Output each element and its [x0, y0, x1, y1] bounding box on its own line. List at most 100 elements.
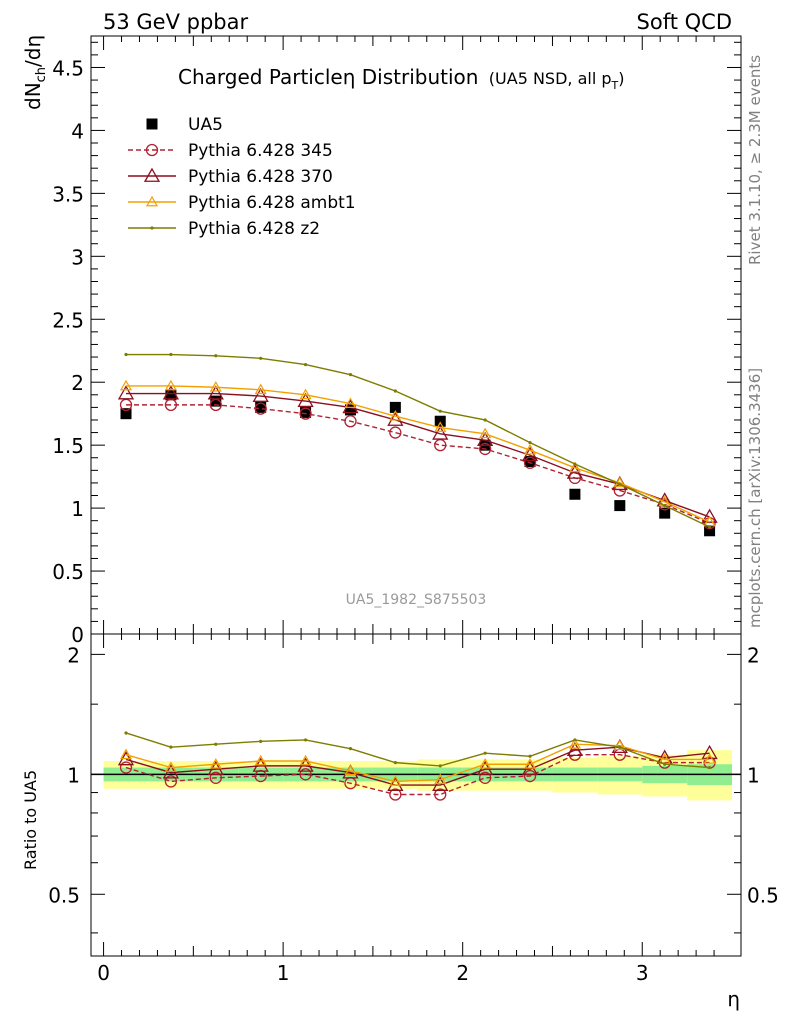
- series-line: [126, 353, 710, 528]
- data-point: [477, 431, 494, 447]
- ratio-series-line: [125, 732, 710, 769]
- data-point: [389, 409, 402, 421]
- legend-marker: [145, 195, 159, 207]
- ratio-data-point: [389, 775, 402, 786]
- ratio-data-point: [483, 751, 487, 755]
- data-point: [300, 406, 312, 418]
- analysis-id-watermark: UA5_1982_S875503: [346, 592, 487, 608]
- legend-marker: [145, 143, 159, 157]
- data-point: [389, 426, 402, 439]
- ratio-y-tick-label: 0.5: [48, 883, 80, 907]
- chart-title: Charged Particleη Distribution (UA5 NSD,…: [178, 65, 625, 92]
- data-point: [164, 379, 177, 391]
- ratio-data-point: [119, 748, 133, 760]
- ratio-data-point: [209, 758, 222, 769]
- legend-marker: [150, 226, 154, 230]
- ratio-y-tick-label-right: 0.5: [747, 883, 779, 907]
- x-axis-label: η: [727, 987, 740, 1011]
- ratio-data-point: [707, 765, 712, 770]
- data-point: [169, 352, 173, 357]
- ratio-series-line: [125, 746, 710, 786]
- data-point: [117, 385, 135, 400]
- legend-marker: [146, 118, 158, 130]
- data-point: [614, 500, 626, 512]
- x-tick-label: 1: [277, 961, 290, 985]
- energy-label: 53 GeV ppbar: [103, 10, 248, 34]
- series-line: [126, 392, 710, 518]
- data-point: [438, 409, 442, 413]
- ratio-axes: 0 1 2 3 0.5 0.5 1 1 2 2: [48, 634, 779, 985]
- x-tick-label: 3: [636, 961, 649, 985]
- ratio-data-point: [434, 788, 447, 801]
- data-point: [483, 418, 487, 422]
- data-point: [162, 385, 180, 400]
- ratio-panel-frame: [90, 633, 742, 957]
- data-point: [348, 373, 353, 377]
- data-point: [704, 525, 716, 537]
- x-tick-label: 0: [97, 961, 110, 985]
- y-tick-label: 1: [71, 497, 84, 521]
- ratio-data-point: [303, 738, 308, 742]
- ratio-y-axis-label: Ratio to UA5: [21, 770, 40, 870]
- data-point: [165, 389, 177, 401]
- ratio-data-point: [124, 731, 128, 735]
- data-point: [707, 525, 712, 529]
- data-point: [344, 415, 357, 428]
- data-point: [342, 399, 359, 414]
- ratio-data-point: [701, 744, 718, 760]
- data-point: [214, 354, 218, 358]
- data-point: [523, 443, 537, 455]
- ratio-uncertainty-bands: [91, 750, 741, 801]
- data-point: [528, 441, 532, 445]
- y-tick-label: 0.5: [52, 560, 84, 584]
- ratio-y-tick-label: 1: [67, 763, 80, 787]
- data-point: [524, 456, 536, 468]
- data-point: [344, 397, 357, 408]
- ratio-data-point: [348, 747, 353, 751]
- legend-label: UA5: [188, 115, 223, 135]
- y-tick-label: 0: [71, 623, 84, 647]
- ratio-data-point: [214, 742, 218, 746]
- legend-marker: [143, 167, 161, 182]
- data-point: [701, 508, 718, 523]
- ratio-data-point: [528, 754, 532, 758]
- ratio-data-point: [164, 775, 178, 788]
- data-point: [299, 388, 312, 400]
- ratio-data-point: [478, 771, 492, 784]
- ratio-data-point: [169, 745, 173, 749]
- data-point: [478, 442, 492, 456]
- ratio-data-point: [479, 758, 492, 769]
- y-tick-label: 4: [71, 119, 84, 143]
- y-axis-label: dNch/dη: [21, 35, 49, 110]
- ratio-data-point: [393, 761, 397, 765]
- legend-label: Pythia 6.428 345: [188, 141, 333, 161]
- data-point: [297, 392, 314, 407]
- ratio-series-line: [125, 754, 710, 796]
- data-point: [659, 507, 671, 519]
- data-point: [254, 402, 267, 415]
- legend-label: Pythia 6.428 ambt1: [188, 193, 356, 213]
- ratio-data-point: [164, 761, 177, 772]
- data-point: [119, 379, 133, 391]
- y-tick-label: 2.5: [52, 308, 84, 332]
- ratio-data-point: [209, 771, 222, 784]
- main-axes: 0 0.5 1 1.5 2 2.5 3 3.5 4 4.5: [52, 36, 741, 647]
- legend-label: Pythia 6.428 370: [188, 167, 333, 187]
- ratio-data-point: [573, 738, 577, 742]
- y-tick-label: 4.5: [52, 56, 84, 80]
- ratio-data-point: [299, 754, 312, 766]
- data-point: [252, 387, 269, 402]
- ratio-data-point: [613, 739, 626, 751]
- data-point: [618, 482, 622, 486]
- ratio-data-point: [523, 758, 537, 769]
- ratio-data-point: [566, 741, 584, 757]
- data-point: [434, 421, 447, 432]
- ratio-data-point: [438, 764, 442, 768]
- ratio-data-point: [432, 776, 449, 791]
- y-tick-label: 1.5: [52, 434, 84, 458]
- y-tick-label: 2: [71, 371, 84, 395]
- data-point: [210, 395, 222, 407]
- ratio-data-point: [344, 764, 357, 776]
- data-point: [254, 383, 267, 395]
